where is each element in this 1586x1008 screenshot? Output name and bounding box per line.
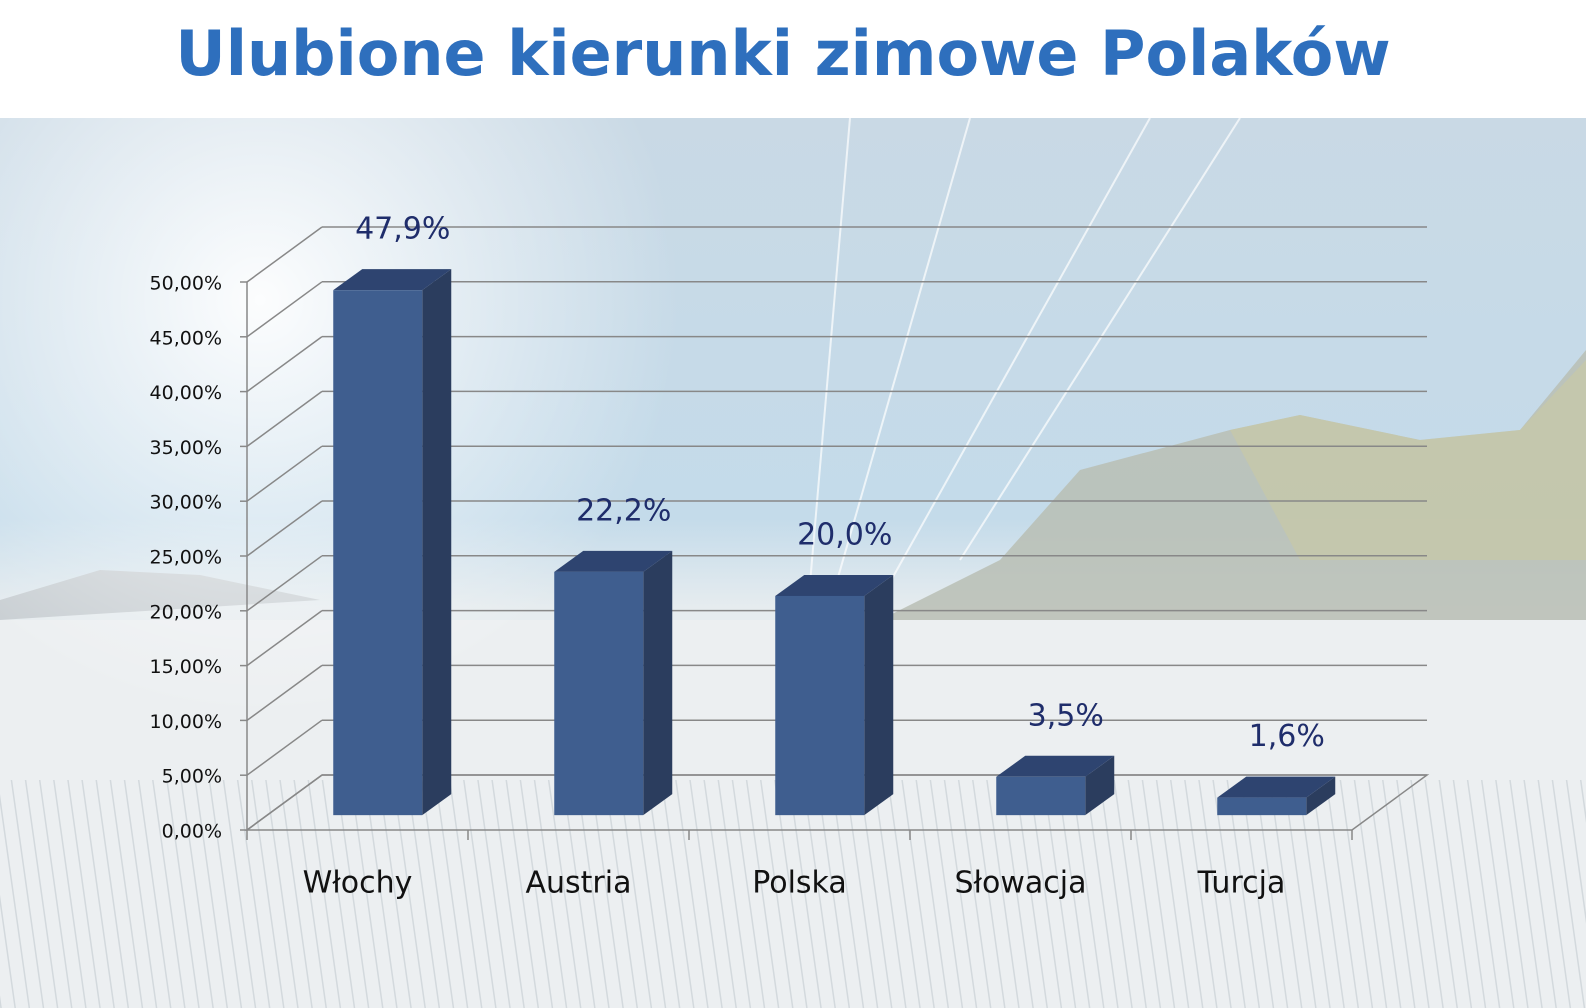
value-label: 20,0%: [797, 517, 892, 552]
grid-line: [246, 555, 323, 612]
grid-line: [246, 226, 323, 283]
grid-line: [246, 335, 323, 393]
y-tick-label: 20,00%: [150, 601, 222, 623]
bar: [554, 571, 644, 816]
grid-line: [246, 719, 323, 776]
grid-line: [246, 664, 323, 722]
bar-top: [554, 550, 673, 572]
x-tick-label: Słowacja: [954, 866, 1086, 901]
y-tick-label: 0,00%: [162, 821, 222, 843]
bar: [775, 595, 865, 816]
grid-line: [246, 500, 323, 557]
y-tick-label: 15,00%: [150, 656, 222, 678]
grid-line: [246, 445, 323, 502]
bar-side: [864, 574, 894, 816]
y-tick-label: 50,00%: [150, 273, 222, 295]
bar-top: [1217, 776, 1336, 798]
y-tick-label: 35,00%: [150, 437, 222, 459]
grid-line: [246, 390, 323, 448]
y-tick-label: 10,00%: [150, 711, 222, 733]
grid-line: [246, 774, 323, 831]
x-tick-label: Polska: [752, 866, 847, 901]
x-tick-label: Włochy: [303, 866, 413, 901]
value-label: 47,9%: [355, 212, 450, 247]
bar: [1217, 797, 1307, 816]
value-label: 3,5%: [1028, 698, 1104, 733]
bar-top: [333, 269, 452, 291]
bar-side: [422, 269, 452, 816]
grid-line: [246, 609, 323, 667]
bar: [333, 290, 423, 816]
value-label: 22,2%: [576, 493, 671, 528]
bar-side: [1306, 776, 1336, 816]
bar: [996, 776, 1086, 816]
y-tick-label: 45,00%: [150, 327, 222, 349]
chart-title: Ulubione kierunki zimowe Polaków: [175, 17, 1390, 90]
grid-line: [246, 281, 323, 338]
y-tick-label: 30,00%: [150, 492, 222, 514]
y-tick-label: 5,00%: [162, 766, 222, 788]
y-tick-label: 25,00%: [150, 547, 222, 569]
bar-top: [775, 574, 894, 596]
x-tick-label: Austria: [526, 866, 632, 901]
bar-top: [996, 755, 1115, 777]
background: [0, 117, 1586, 1008]
x-tick-label: Turcja: [1197, 866, 1286, 901]
value-label: 1,6%: [1249, 719, 1325, 754]
y-tick-label: 40,00%: [150, 382, 222, 404]
bar-side: [643, 550, 673, 816]
bar-side: [1085, 755, 1115, 816]
